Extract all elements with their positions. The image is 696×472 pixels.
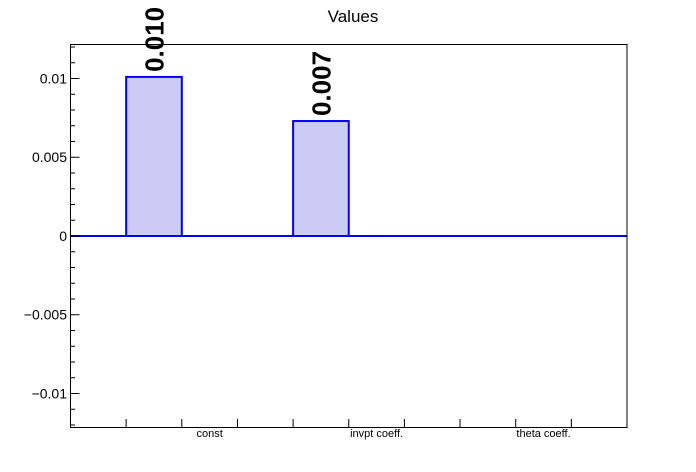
ticks-layer	[70, 46, 572, 428]
y-tick-label: −0.005	[24, 307, 67, 323]
y-tick-label: 0.01	[40, 70, 67, 86]
bar-const	[125, 75, 183, 237]
x-category-label-invpt-coeff: invpt coeff.	[350, 428, 403, 440]
y-tick-label: 0.005	[32, 149, 67, 165]
x-category-label-theta-coeff: theta coeff.	[516, 428, 570, 440]
y-tick-label: 0	[59, 228, 67, 244]
y-tick-label: −0.01	[32, 385, 68, 401]
labels-layer: 0.010 0.007 −0.01 −0.005 0 0.005 0.01 const invp…	[24, 7, 571, 440]
x-category-label-const: const	[196, 428, 222, 440]
chart-title: Values	[328, 7, 379, 26]
bars-layer	[125, 75, 350, 237]
bar-value-label-const: 0.010	[139, 7, 169, 72]
bar-value-label-invpt-coeff: 0.007	[306, 51, 336, 116]
bar-invpt-coeff	[292, 120, 350, 237]
